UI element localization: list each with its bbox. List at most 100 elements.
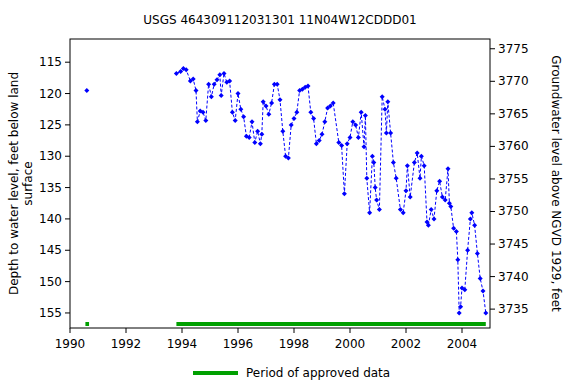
x-tick-label: 2000 — [335, 337, 366, 351]
x-tick-label: 1992 — [111, 337, 142, 351]
data-point — [331, 100, 336, 105]
y-tick-label: 150 — [39, 275, 62, 289]
data-point — [191, 77, 196, 82]
data-point — [448, 204, 453, 209]
y-tick — [65, 62, 70, 63]
data-point — [408, 194, 413, 199]
data-point — [317, 138, 322, 143]
data-point — [434, 188, 439, 193]
data-point — [457, 310, 462, 315]
data-point — [380, 94, 385, 99]
data-point — [383, 107, 388, 112]
y-tick — [65, 281, 70, 282]
data-point — [195, 119, 200, 124]
y-label: Depth to water level, feet below landsur… — [7, 72, 35, 295]
data-point — [483, 310, 488, 315]
y2-tick-label: 3745 — [498, 237, 529, 251]
y2-tick — [490, 276, 495, 277]
y2-tick — [490, 81, 495, 82]
data-point — [322, 119, 327, 124]
data-point — [212, 82, 217, 87]
y2-tick — [490, 113, 495, 114]
data-point — [259, 132, 264, 137]
data-point — [230, 110, 235, 115]
data-point — [266, 112, 271, 117]
data-point — [373, 185, 378, 190]
data-point — [250, 119, 255, 124]
y-label-line: surface — [21, 161, 35, 205]
data-point — [412, 160, 417, 165]
data-point — [478, 276, 483, 281]
data-point — [238, 107, 243, 112]
legend-label: Period of approved data — [246, 366, 390, 380]
data-point — [227, 79, 232, 84]
approved-period — [176, 322, 485, 326]
data-point — [405, 163, 410, 168]
x-tick-label: 1994 — [167, 337, 198, 351]
y-tick-label: 120 — [39, 87, 62, 101]
data-point — [184, 67, 189, 72]
data-point — [391, 160, 396, 165]
data-point — [362, 144, 367, 149]
x-tick-label: 1998 — [279, 337, 310, 351]
data-point — [258, 141, 263, 146]
y2-tick — [490, 146, 495, 147]
x-tick-label: 2002 — [391, 337, 422, 351]
data-point — [275, 82, 280, 87]
y2-tick — [490, 178, 495, 179]
data-point — [455, 257, 460, 262]
data-point — [370, 154, 375, 159]
y2-tick-label: 3775 — [498, 42, 529, 56]
y-tick-label: 130 — [39, 149, 62, 163]
data-point — [429, 207, 434, 212]
data-point — [206, 82, 211, 87]
y2-tick-label: 3740 — [498, 270, 529, 284]
data-point — [348, 135, 353, 140]
x-tick — [238, 328, 239, 333]
data-point — [472, 223, 477, 228]
data-point — [219, 93, 224, 98]
data-point — [209, 94, 214, 99]
approved-period — [85, 322, 89, 326]
data-point — [458, 304, 463, 309]
data-point — [289, 122, 294, 127]
data-point — [306, 84, 311, 89]
y-tick — [65, 218, 70, 219]
data-point — [233, 118, 238, 123]
data-point — [174, 71, 179, 76]
x-tick — [182, 328, 183, 333]
y2-tick — [490, 309, 495, 310]
y-tick — [65, 250, 70, 251]
data-point — [469, 210, 474, 215]
data-point — [261, 99, 266, 104]
x-tick — [294, 328, 295, 333]
data-point — [255, 129, 260, 134]
y2-tick — [490, 211, 495, 212]
y-tick-label: 155 — [39, 306, 62, 320]
data-point — [339, 143, 344, 148]
data-point — [401, 210, 406, 215]
y-tick-label: 145 — [39, 243, 62, 257]
data-point — [462, 287, 467, 292]
y-tick-label: 140 — [39, 212, 62, 226]
y-tick-label: 115 — [39, 55, 62, 69]
y2-tick-label: 3770 — [498, 74, 529, 88]
data-point — [364, 176, 369, 181]
data-point — [374, 198, 379, 203]
data-point — [294, 110, 299, 115]
data-point — [311, 116, 316, 121]
data-point — [418, 176, 423, 181]
y2-tick — [490, 244, 495, 245]
y2-tick-label: 3765 — [498, 107, 529, 121]
y-tick — [65, 93, 70, 94]
x-tick — [350, 328, 351, 333]
y2-tick-label: 3760 — [498, 139, 529, 153]
data-point — [201, 110, 206, 115]
data-point — [359, 110, 364, 115]
y2-tick-label: 3755 — [498, 172, 529, 186]
y2-tick-label: 3750 — [498, 204, 529, 218]
data-point — [342, 191, 347, 196]
data-point — [377, 207, 382, 212]
data-point — [443, 198, 448, 203]
data-point — [422, 163, 427, 168]
